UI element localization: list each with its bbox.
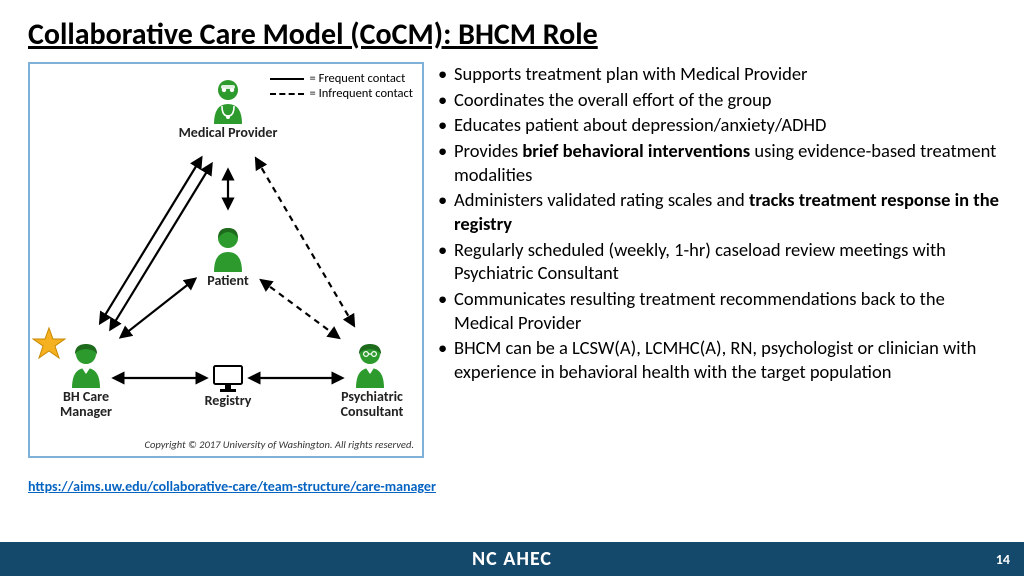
bullet-item: BHCM can be a LCSW(A), LCMHC(A), RN, psy… — [432, 336, 1004, 383]
bullet-item: Communicates resulting treatment recomme… — [432, 287, 1004, 334]
medical-provider-icon — [208, 78, 248, 124]
bullet-item: Regularly scheduled (weekly, 1-hr) casel… — [432, 238, 1004, 285]
patient-icon — [208, 226, 248, 272]
bullet-list: Supports treatment plan with Medical Pro… — [432, 62, 1004, 458]
star-icon — [32, 326, 66, 365]
psych-label: PsychiatricConsultant — [334, 390, 410, 419]
diagram-copyright: Copyright © 2017 University of Washingto… — [144, 438, 414, 451]
diagram: = Frequent contact = Infrequent contact … — [28, 62, 424, 458]
bullet-item: Provides brief behavioral interventions … — [432, 139, 1004, 186]
footer-brand: NC AHEC — [472, 547, 552, 571]
bullet-item: Coordinates the overall effort of the gr… — [432, 88, 1004, 112]
content-area: = Frequent contact = Infrequent contact … — [28, 62, 1004, 458]
bullet-item: Educates patient about depression/anxiet… — [432, 113, 1004, 137]
page-number: 14 — [996, 551, 1010, 568]
registry-label: Registry — [198, 394, 258, 409]
footer-bar: NC AHEC 14 — [0, 542, 1024, 576]
source-link[interactable]: https://aims.uw.edu/collaborative-care/t… — [28, 478, 436, 495]
bhcm-label: BH CareManager — [50, 390, 122, 419]
bhcm-icon — [66, 342, 106, 388]
bullet-item: Supports treatment plan with Medical Pro… — [432, 62, 1004, 86]
slide-title: Collaborative Care Model (CoCM): BHCM Ro… — [28, 16, 598, 53]
psych-icon — [350, 342, 390, 388]
slide: Collaborative Care Model (CoCM): BHCM Ro… — [0, 0, 1024, 576]
medical-provider-label: Medical Provider — [178, 126, 278, 141]
patient-label: Patient — [198, 274, 258, 289]
bullet-item: Administers validated rating scales and … — [432, 188, 1004, 235]
